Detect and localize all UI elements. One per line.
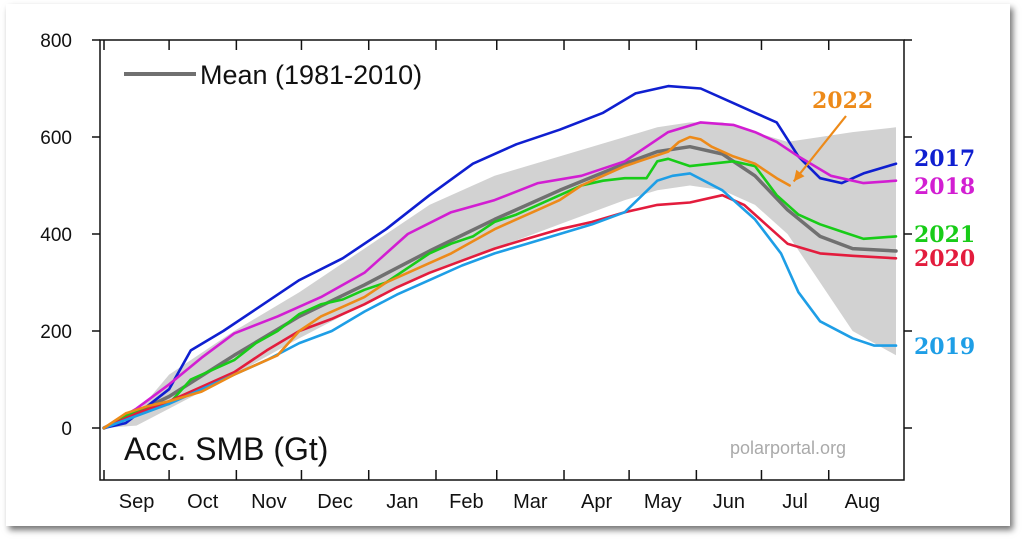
y-tick-label: 0: [61, 419, 72, 440]
x-tick-label: Jan: [386, 491, 418, 513]
series-line-2020: [102, 193, 898, 430]
y-tick-label: 800: [40, 31, 72, 52]
annotation-arrow-shaft: [792, 115, 847, 183]
plot-frame: [99, 39, 905, 481]
series-line-2022: [102, 135, 792, 430]
x-tick-label: Nov: [251, 491, 287, 513]
year-label-2017: 2017: [914, 146, 975, 172]
year-label-2020: 2020: [914, 246, 975, 272]
x-tick-label: Sep: [119, 491, 155, 513]
legend-mean-label: Mean (1981-2010): [200, 60, 422, 90]
x-tick-label: Oct: [187, 491, 219, 513]
x-tick-label: May: [644, 491, 682, 513]
x-tick-label: Mar: [513, 491, 548, 513]
x-tick-label: Apr: [581, 491, 612, 513]
x-tick-label: Aug: [845, 491, 881, 513]
annotation-label-2022: 2022: [812, 88, 873, 114]
x-tick-label: Feb: [449, 491, 483, 513]
year-label-2021: 2021: [914, 222, 975, 248]
year-label-2018: 2018: [914, 174, 975, 200]
year-label-2019: 2019: [914, 334, 975, 360]
series-line-2021: [102, 157, 898, 430]
source-watermark: polarportal.org: [730, 438, 846, 458]
y-tick-label: 200: [40, 322, 72, 343]
plot-area: [100, 40, 904, 480]
series-line-2018: [102, 121, 898, 430]
x-tick-label: Dec: [317, 491, 353, 513]
chart-title: Acc. SMB (Gt): [124, 431, 328, 467]
y-tick-label: 600: [40, 128, 72, 149]
y-tick-label: 400: [40, 225, 72, 246]
x-tick-label: Jun: [713, 491, 745, 513]
annotation-arrow-head: [793, 169, 805, 182]
x-tick-label: Jul: [782, 491, 808, 513]
